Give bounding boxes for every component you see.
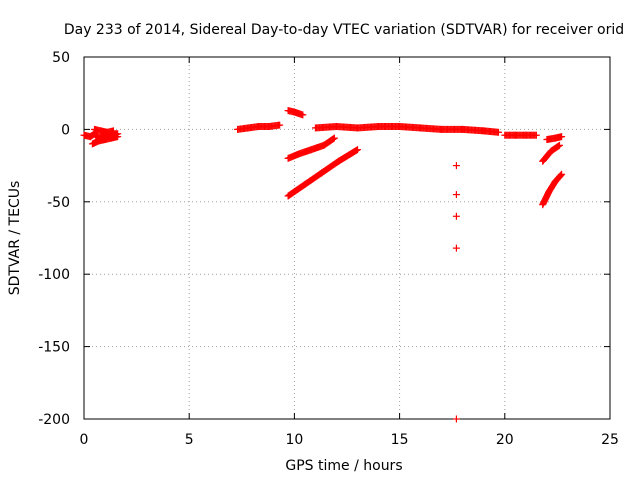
y-tick-labels: -200 -150 -100 -50 0 50 bbox=[38, 50, 70, 428]
axis-ticks bbox=[83, 56, 611, 420]
x-axis-label: GPS time / hours bbox=[285, 458, 402, 474]
y-tick-label: -50 bbox=[47, 195, 70, 211]
y-tick-label: 0 bbox=[61, 122, 70, 138]
grid bbox=[84, 57, 610, 419]
x-tick-label: 25 bbox=[601, 432, 619, 448]
plot-frame bbox=[83, 56, 611, 420]
x-tick-label: 5 bbox=[185, 432, 194, 448]
x-tick-labels: 0 5 10 15 20 25 bbox=[80, 432, 619, 448]
y-tick-label: 50 bbox=[52, 50, 70, 66]
x-tick-label: 15 bbox=[391, 432, 409, 448]
x-tick-label: 10 bbox=[285, 432, 303, 448]
chart-title: Day 233 of 2014, Sidereal Day-to-day VTE… bbox=[64, 22, 624, 38]
y-tick-label: -200 bbox=[38, 412, 70, 428]
x-tick-label: 0 bbox=[80, 432, 89, 448]
y-tick-label: -100 bbox=[38, 267, 70, 283]
data-points bbox=[80, 107, 566, 423]
y-tick-label: -150 bbox=[38, 340, 70, 356]
x-tick-label: 20 bbox=[496, 432, 514, 448]
y-axis-label: SDTVAR / TECUs bbox=[7, 181, 23, 296]
